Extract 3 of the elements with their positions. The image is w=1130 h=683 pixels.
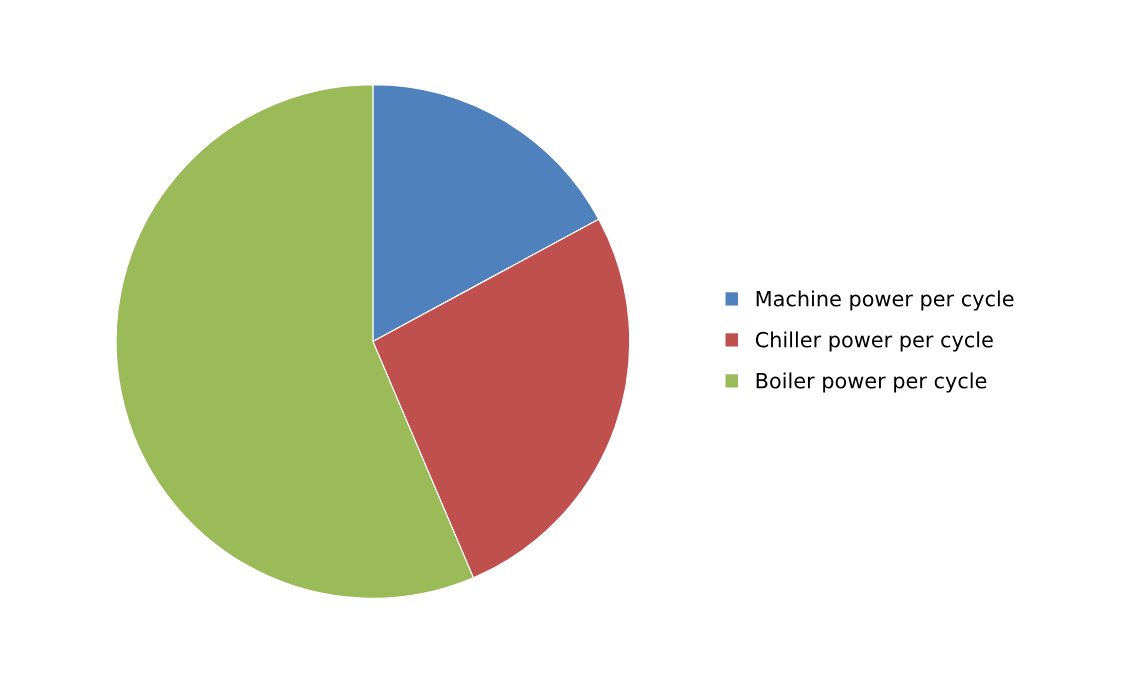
legend-label: Machine power per cycle <box>756 290 1014 311</box>
legend-label: Chiller power per cycle <box>755 331 993 352</box>
legend-label: Boiler power per cycle <box>756 372 987 393</box>
